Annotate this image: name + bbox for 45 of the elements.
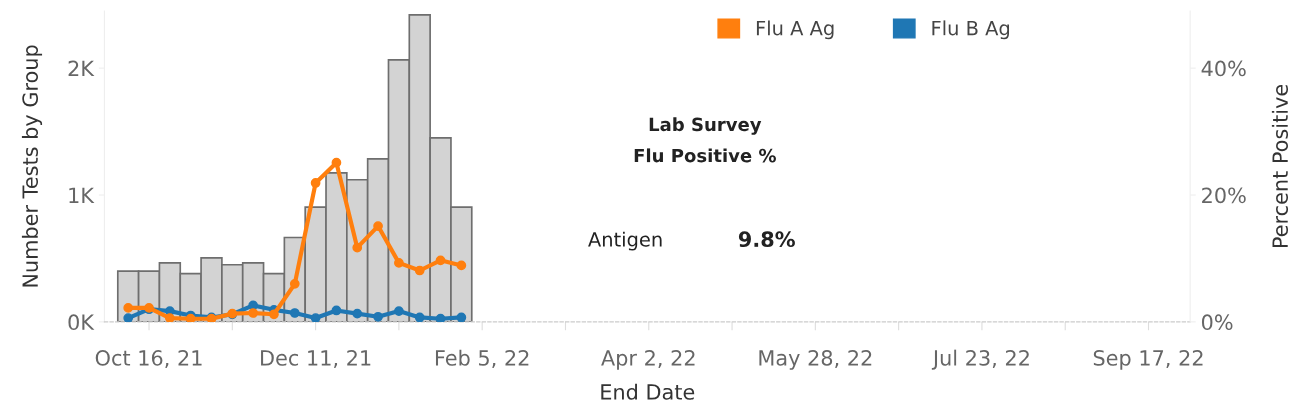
point	[394, 306, 404, 316]
point	[352, 308, 363, 319]
point	[456, 312, 467, 322]
annotation: Flu Positive %	[634, 148, 776, 163]
point	[123, 313, 134, 322]
x-tick-label: Feb 5, 22	[435, 349, 529, 368]
x-tick-label: Dec 11, 21	[261, 350, 371, 368]
x-axis-title: End Date	[601, 383, 695, 400]
point	[331, 157, 342, 168]
point	[310, 178, 321, 188]
y2-tick-label: 20%	[1202, 187, 1246, 204]
y-axis-title: Number Tests by Group	[21, 45, 43, 287]
point	[331, 305, 342, 316]
point	[123, 303, 134, 313]
y2-tick-label: 0%	[1201, 314, 1233, 331]
y2-axis-title: Percent Positive	[1271, 84, 1289, 248]
point	[164, 313, 175, 322]
legend-label: Flu B Ag	[932, 20, 1010, 40]
annotation: Lab Survey	[649, 117, 762, 135]
point	[414, 312, 425, 322]
x-tick-label: Oct 16, 21	[95, 350, 202, 368]
y2-tick-label: 40%	[1201, 60, 1246, 77]
point	[289, 308, 300, 318]
point	[414, 265, 425, 276]
legend-label: Flu A Ag	[756, 20, 834, 40]
x-tick-label: Sep 17, 22	[1093, 350, 1203, 370]
point	[435, 313, 446, 322]
annotation: Antigen	[588, 231, 662, 251]
point	[435, 255, 446, 266]
x-tick-label: Jul 23, 22	[931, 349, 1029, 370]
point	[456, 260, 467, 271]
point	[373, 221, 383, 231]
x-tick-label: Apr 2, 22	[601, 350, 695, 370]
annotation: 9.8%	[738, 231, 795, 248]
point	[248, 308, 258, 318]
point	[352, 242, 363, 253]
y-tick-label: 0K	[68, 314, 95, 331]
y-tick-label: 1K	[69, 187, 95, 203]
point	[269, 309, 279, 320]
x-tick-label: May 28, 22	[759, 350, 872, 370]
point	[394, 258, 404, 268]
point	[373, 311, 383, 322]
point	[289, 278, 300, 289]
point	[310, 313, 321, 322]
y-tick-label: 2K	[68, 60, 95, 77]
